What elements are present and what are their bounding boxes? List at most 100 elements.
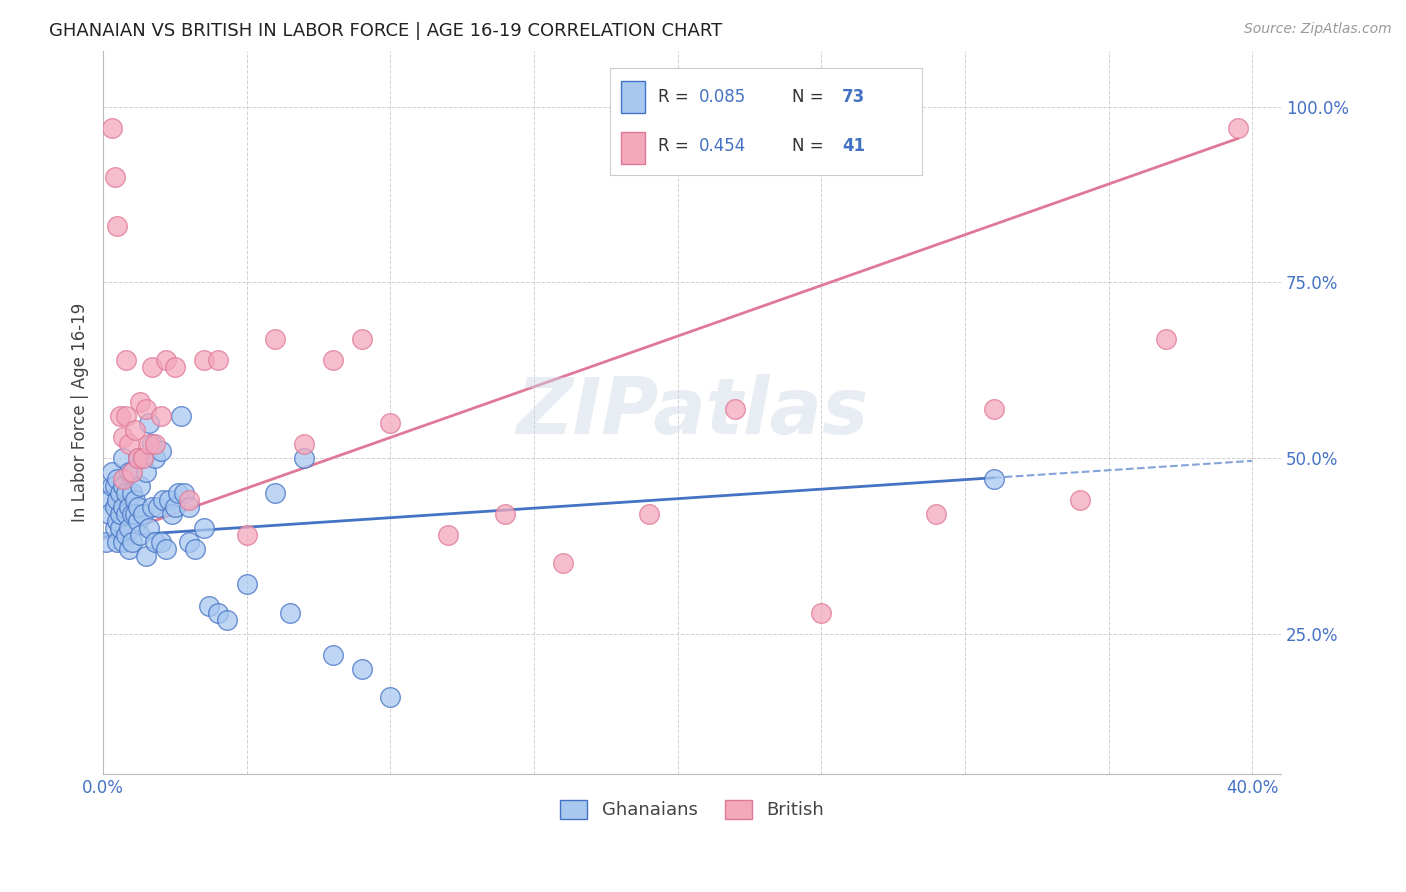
Ghanaians (350, 662, 373, 676)
Ghanaians (155, 542, 177, 557)
British (264, 332, 287, 346)
Ghanaians (107, 514, 129, 528)
British (107, 219, 129, 234)
British (983, 401, 1005, 416)
Ghanaians (100, 479, 122, 493)
British (121, 465, 143, 479)
Ghanaians (127, 451, 149, 466)
British (138, 437, 160, 451)
British (115, 352, 138, 367)
Ghanaians (104, 479, 127, 493)
Ghanaians (97, 493, 120, 508)
British (127, 451, 149, 466)
British (104, 170, 127, 185)
Ghanaians (127, 500, 149, 515)
British (494, 508, 516, 522)
Y-axis label: In Labor Force | Age 16-19: In Labor Force | Age 16-19 (72, 302, 89, 522)
Ghanaians (149, 535, 172, 549)
Ghanaians (983, 472, 1005, 486)
Ghanaians (107, 535, 129, 549)
Ghanaians (121, 486, 143, 500)
British (129, 395, 152, 409)
Ghanaians (152, 493, 174, 508)
Ghanaians (141, 437, 163, 451)
Text: ZIPatlas: ZIPatlas (516, 375, 868, 450)
British (551, 557, 574, 571)
British (1154, 332, 1177, 346)
British (193, 352, 215, 367)
Text: Source: ZipAtlas.com: Source: ZipAtlas.com (1244, 22, 1392, 37)
British (112, 430, 135, 444)
Ghanaians (160, 508, 183, 522)
Ghanaians (179, 535, 201, 549)
Ghanaians (115, 486, 138, 500)
Ghanaians (124, 493, 146, 508)
Ghanaians (118, 542, 141, 557)
Ghanaians (104, 521, 127, 535)
Ghanaians (143, 535, 166, 549)
Ghanaians (121, 508, 143, 522)
British (135, 401, 157, 416)
British (810, 606, 832, 620)
British (143, 437, 166, 451)
Ghanaians (236, 577, 259, 591)
Ghanaians (141, 500, 163, 515)
British (100, 120, 122, 135)
Ghanaians (115, 508, 138, 522)
British (115, 409, 138, 423)
Ghanaians (138, 416, 160, 430)
Ghanaians (149, 444, 172, 458)
Ghanaians (135, 549, 157, 564)
Ghanaians (132, 451, 155, 466)
British (163, 359, 186, 374)
Ghanaians (170, 409, 193, 423)
British (292, 437, 315, 451)
British (149, 409, 172, 423)
British (112, 472, 135, 486)
Ghanaians (184, 542, 207, 557)
Ghanaians (118, 521, 141, 535)
Ghanaians (173, 486, 195, 500)
Ghanaians (112, 479, 135, 493)
Ghanaians (166, 486, 188, 500)
Ghanaians (380, 690, 402, 704)
Ghanaians (193, 521, 215, 535)
British (1069, 493, 1091, 508)
British (179, 493, 201, 508)
British (380, 416, 402, 430)
Ghanaians (100, 465, 122, 479)
Ghanaians (264, 486, 287, 500)
Ghanaians (138, 521, 160, 535)
British (724, 401, 747, 416)
Ghanaians (278, 606, 301, 620)
Ghanaians (94, 535, 117, 549)
British (141, 359, 163, 374)
Ghanaians (322, 648, 344, 662)
Ghanaians (110, 508, 132, 522)
Ghanaians (215, 613, 238, 627)
Ghanaians (207, 606, 229, 620)
Ghanaians (143, 451, 166, 466)
Ghanaians (163, 500, 186, 515)
Ghanaians (110, 486, 132, 500)
Ghanaians (146, 500, 169, 515)
Ghanaians (157, 493, 180, 508)
British (1226, 120, 1249, 135)
Text: GHANAIAN VS BRITISH IN LABOR FORCE | AGE 16-19 CORRELATION CHART: GHANAIAN VS BRITISH IN LABOR FORCE | AGE… (49, 22, 723, 40)
British (322, 352, 344, 367)
Ghanaians (129, 479, 152, 493)
Ghanaians (107, 493, 129, 508)
British (207, 352, 229, 367)
Ghanaians (112, 500, 135, 515)
Ghanaians (118, 465, 141, 479)
British (350, 332, 373, 346)
Ghanaians (97, 508, 120, 522)
Ghanaians (132, 508, 155, 522)
Ghanaians (104, 500, 127, 515)
British (118, 437, 141, 451)
British (155, 352, 177, 367)
British (110, 409, 132, 423)
Ghanaians (121, 465, 143, 479)
Ghanaians (135, 465, 157, 479)
Ghanaians (112, 451, 135, 466)
